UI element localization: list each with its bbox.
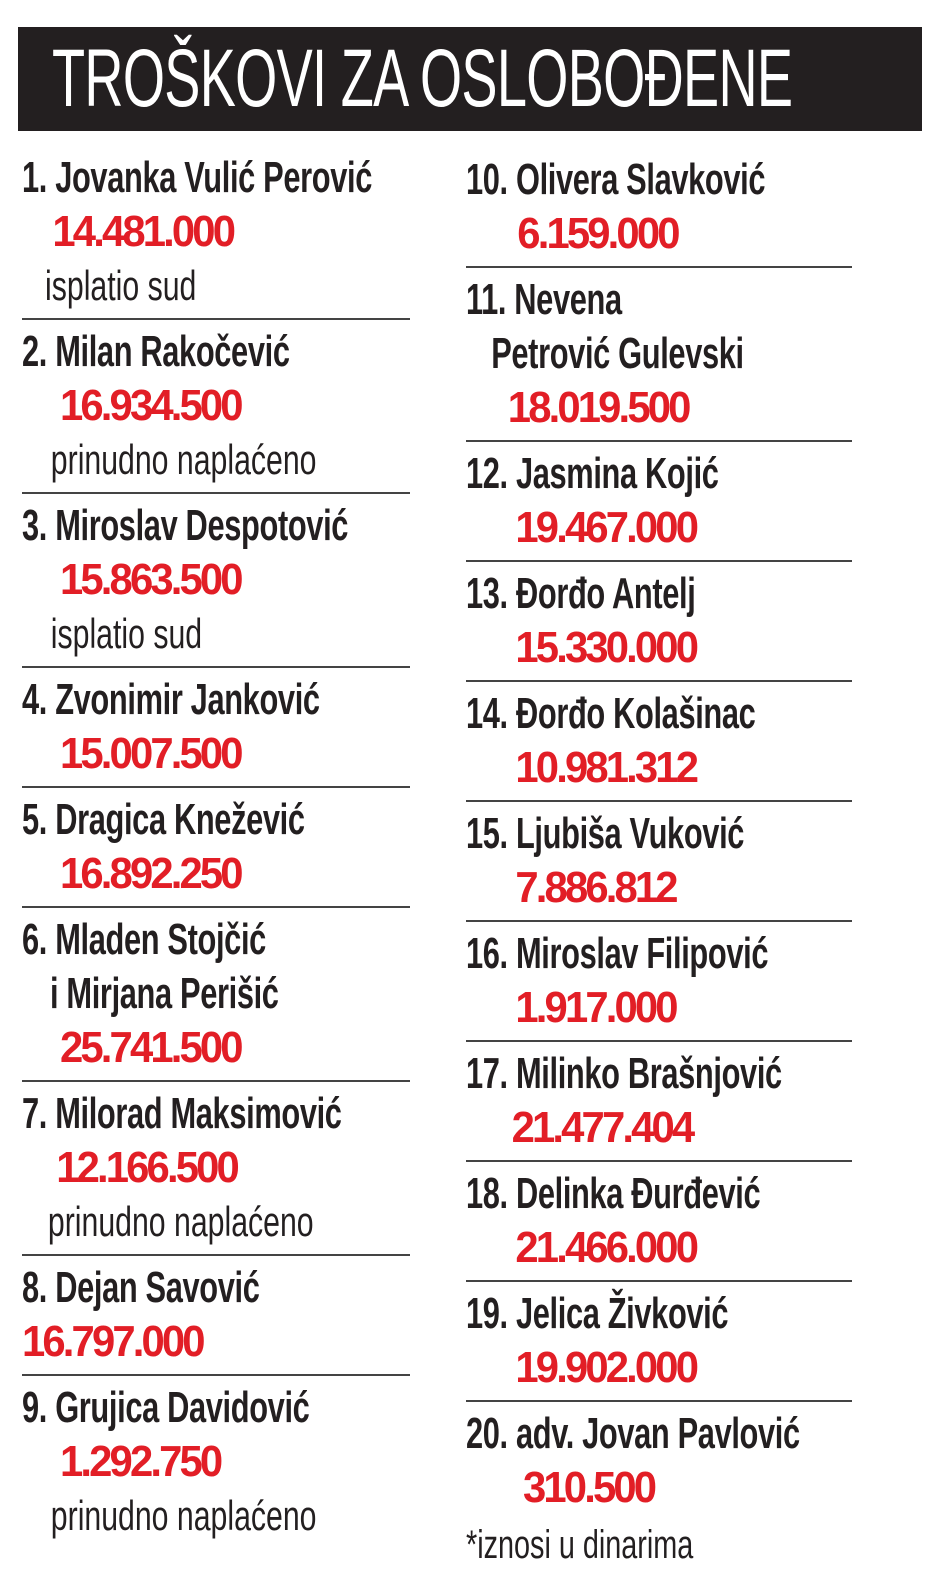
list-item: 3. Miroslav Despotović 15.863.500 isplatio… xyxy=(22,494,410,668)
person-name: 16. Miroslav Filipović xyxy=(466,929,769,978)
list-item: 12. Jasmina Kojić 19.467.000 xyxy=(466,442,852,562)
person-name: 4. Zvonimir Janković xyxy=(22,675,320,724)
cost-amount: 15.863.500 xyxy=(60,555,244,604)
person-name: 15. Ljubiša Vuković xyxy=(466,809,745,858)
list-item: 19. Jelica Živković 19.902.000 xyxy=(466,1282,852,1402)
person-name: 10. Olivera Slavković xyxy=(466,155,766,204)
title-banner: TROŠKOVI ZA OSLOBOĐENE xyxy=(18,27,922,131)
cost-amount: 16.797.000 xyxy=(22,1317,206,1366)
list-item: 8. Dejan Savović 16.797.000 xyxy=(22,1256,410,1376)
cost-amount: 15.007.500 xyxy=(60,729,244,778)
list-item: 13. Đorđo Antelj 15.330.000 xyxy=(466,562,852,682)
list-item: 10. Olivera Slavković 6.159.000 xyxy=(466,148,852,268)
payment-note: isplatio sud xyxy=(45,262,197,309)
person-name: 12. Jasmina Kojić xyxy=(466,449,719,498)
list-item: 11. Nevena Petrović Gulevski 18.019.500 xyxy=(466,268,852,442)
person-name: 11. Nevena xyxy=(466,275,622,324)
person-name: 17. Milinko Brašnjović xyxy=(466,1049,782,1098)
person-name: 19. Jelica Živković xyxy=(466,1289,729,1338)
person-name: 9. Grujica Davidović xyxy=(22,1383,310,1432)
person-name: 13. Đorđo Antelj xyxy=(466,569,696,618)
right-column: 10. Olivera Slavković 6.159.000 11. Nevena… xyxy=(466,148,852,1570)
payment-note: isplatio sud xyxy=(50,610,203,657)
cost-amount: 15.330.000 xyxy=(515,623,699,672)
cost-amount: 12.166.500 xyxy=(56,1143,240,1192)
list-item: 17. Milinko Brašnjović 21.477.404 xyxy=(466,1042,852,1162)
cost-amount: 21.477.404 xyxy=(511,1103,696,1152)
cost-amount: 25.741.500 xyxy=(60,1023,244,1072)
cost-amount: 6.159.000 xyxy=(517,209,680,258)
cost-amount: 10.981.312 xyxy=(515,743,699,792)
payment-note: prinudno naplaćeno xyxy=(50,436,317,483)
list-item: 7. Milorad Maksimović 12.166.500 prinudno … xyxy=(22,1082,410,1256)
list-item: 1. Jovanka Vulić Perović 14.481.000 isplat… xyxy=(22,146,410,320)
currency-footnote: *iznosi u dinarima xyxy=(466,1523,694,1567)
payment-note: prinudno naplaćeno xyxy=(50,1492,317,1539)
cost-amount: 7.886.812 xyxy=(515,863,678,912)
person-name: i Mirjana Perišić xyxy=(50,969,279,1018)
person-name: Petrović Gulevski xyxy=(491,329,744,378)
cost-amount: 19.467.000 xyxy=(515,503,699,552)
list-item: 20. adv. Jovan Pavlović 310.500 xyxy=(466,1402,852,1520)
cost-amount: 14.481.000 xyxy=(52,207,236,256)
list-item: 16. Miroslav Filipović 1.917.000 xyxy=(466,922,852,1042)
cost-amount: 18.019.500 xyxy=(507,383,692,432)
list-item: 5. Dragica Knežević 16.892.250 xyxy=(22,788,410,908)
list-item: 15. Ljubiša Vuković 7.886.812 xyxy=(466,802,852,922)
list-item: 4. Zvonimir Janković 15.007.500 xyxy=(22,668,410,788)
cost-amount: 1.292.750 xyxy=(60,1437,223,1486)
cost-amount: 16.934.500 xyxy=(60,381,244,430)
cost-amount: 16.892.250 xyxy=(60,849,244,898)
person-name: 1. Jovanka Vulić Perović xyxy=(22,153,372,202)
page-title: TROŠKOVI ZA OSLOBOĐENE xyxy=(52,33,793,124)
cost-amount: 310.500 xyxy=(523,1463,657,1512)
cost-amount: 19.902.000 xyxy=(515,1343,699,1392)
left-column: 1. Jovanka Vulić Perović 14.481.000 isplat… xyxy=(22,146,410,1548)
person-name: 2. Milan Rakočević xyxy=(22,327,290,376)
cost-amount: 1.917.000 xyxy=(515,983,678,1032)
list-item: 6. Mladen Stojčić i Mirjana Perišić 25.741… xyxy=(22,908,410,1082)
person-name: 3. Miroslav Despotović xyxy=(22,501,349,550)
cost-amount: 21.466.000 xyxy=(515,1223,699,1272)
list-item: 14. Đorđo Kolašinac 10.981.312 xyxy=(466,682,852,802)
person-name: 7. Milorad Maksimović xyxy=(22,1089,342,1138)
list-item: 2. Milan Rakočević 16.934.500 prinudno nap… xyxy=(22,320,410,494)
person-name: 8. Dejan Savović xyxy=(22,1263,260,1312)
person-name: 20. adv. Jovan Pavlović xyxy=(466,1409,800,1458)
person-name: 14. Đorđo Kolašinac xyxy=(466,689,756,738)
list-item: 9. Grujica Davidović 1.292.750 prinudno na… xyxy=(22,1376,410,1548)
person-name: 18. Delinka Đurđević xyxy=(466,1169,761,1218)
person-name: 6. Mladen Stojčić xyxy=(22,915,266,964)
payment-note: prinudno naplaćeno xyxy=(47,1198,314,1245)
person-name: 5. Dragica Knežević xyxy=(22,795,305,844)
list-item: 18. Delinka Đurđević 21.466.000 xyxy=(466,1162,852,1282)
